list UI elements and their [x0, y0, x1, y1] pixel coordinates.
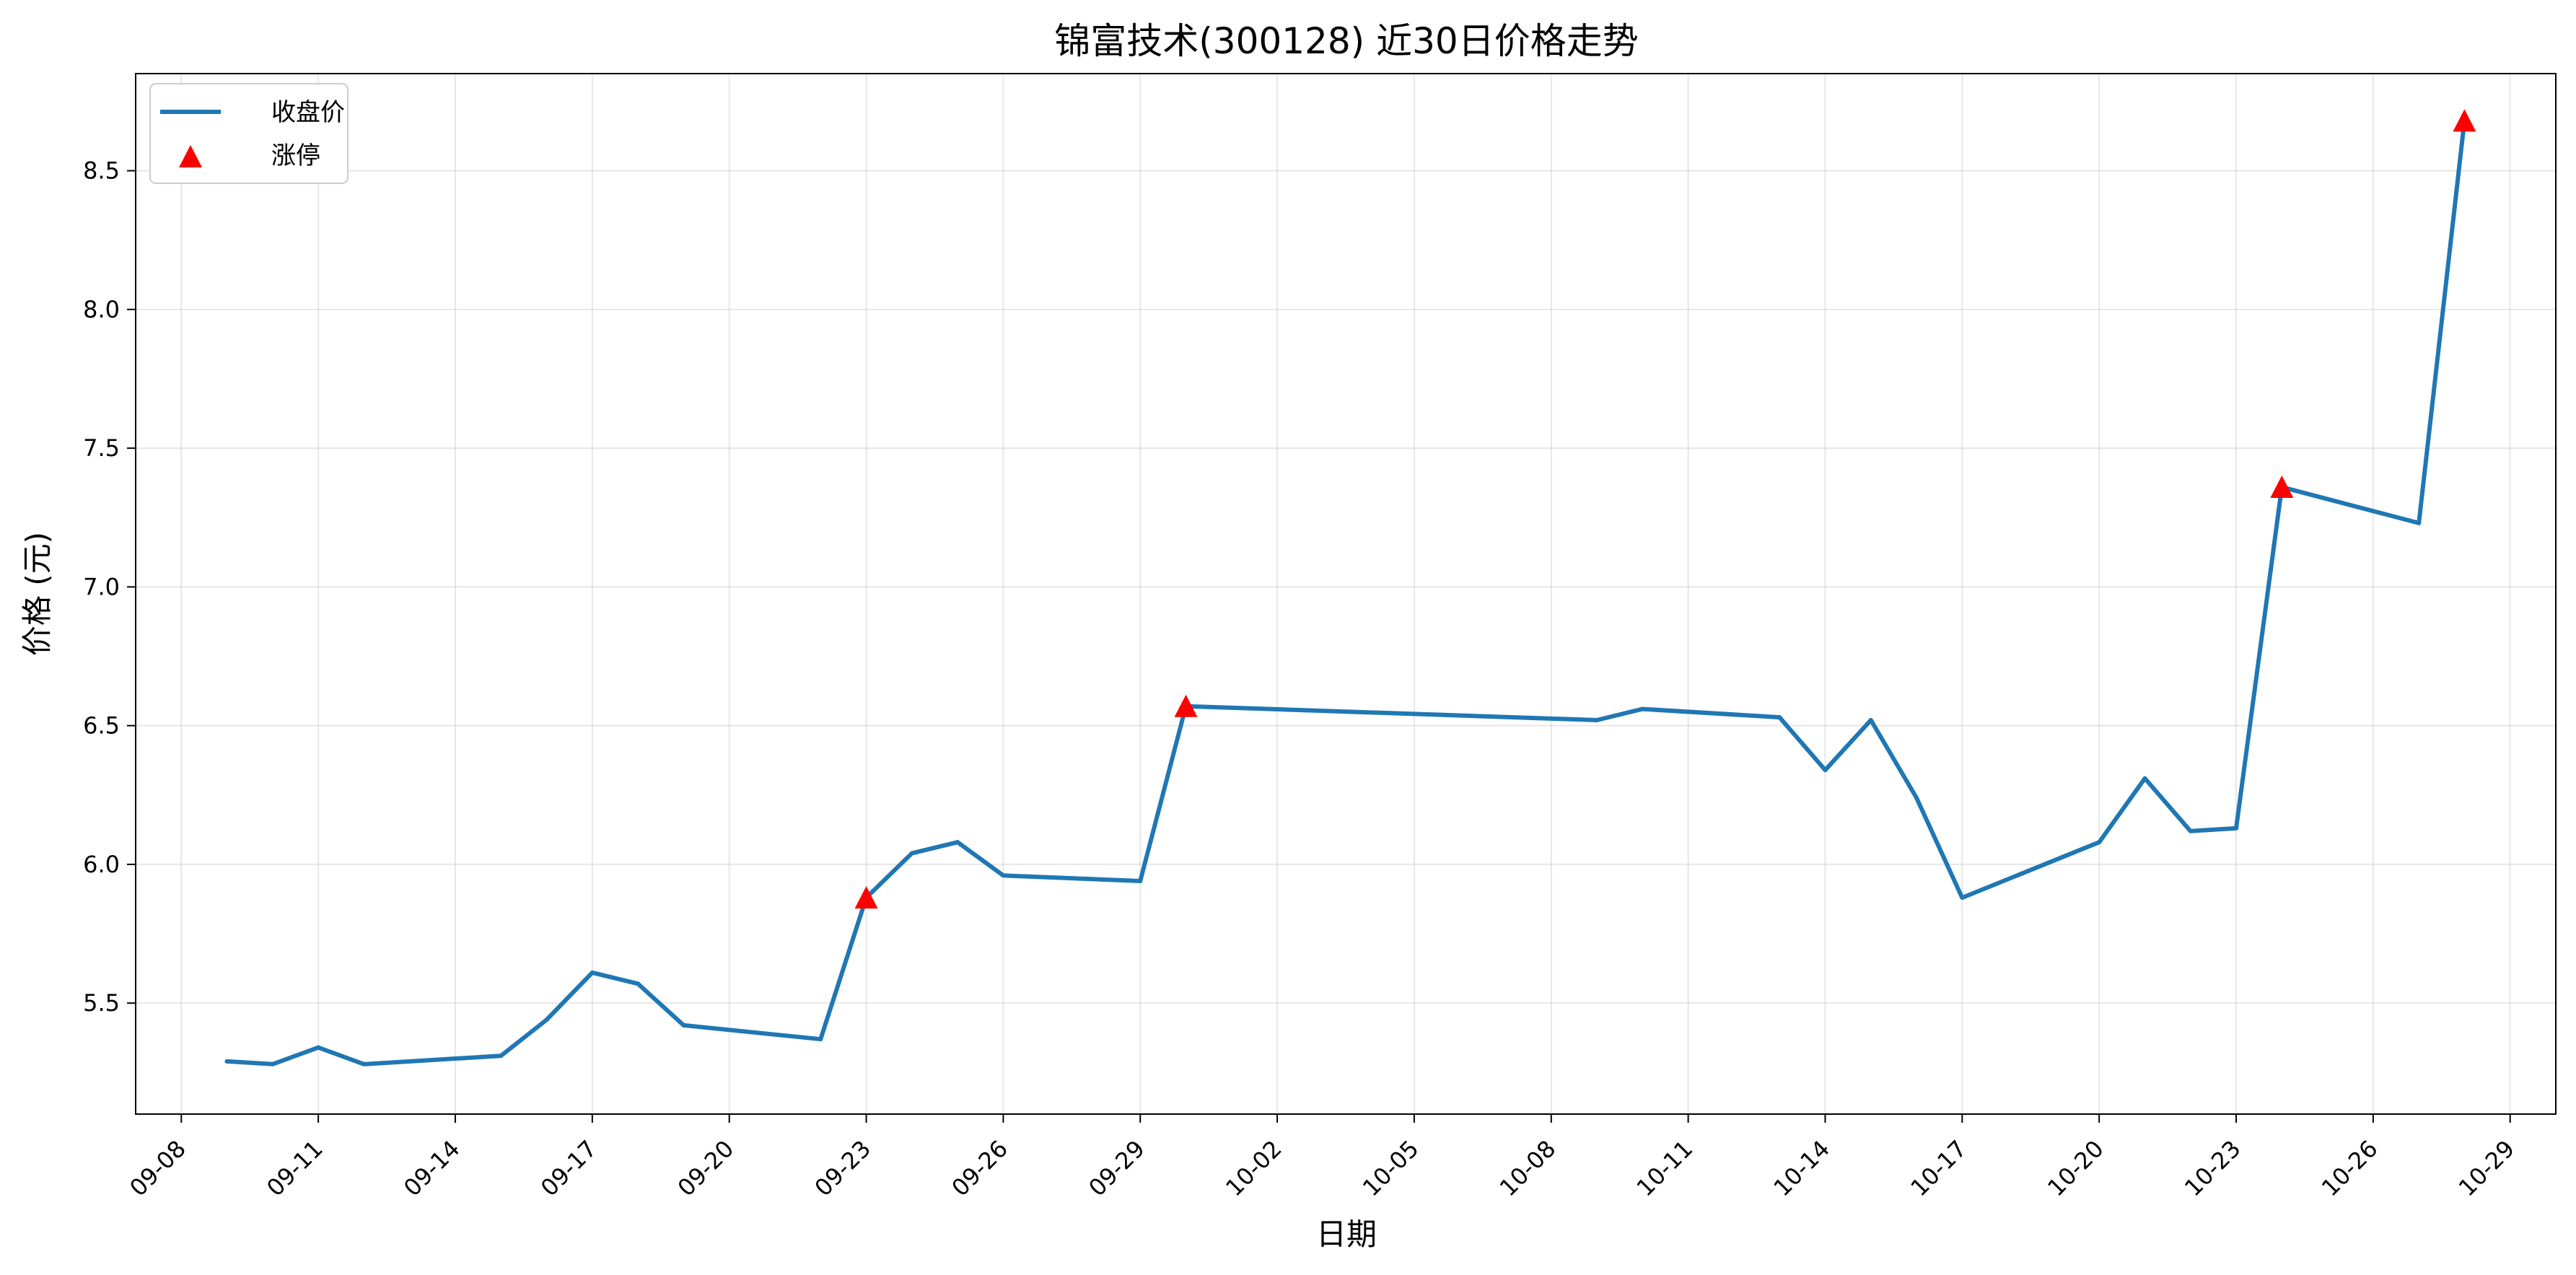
x-tick-label: 09-29 — [1083, 1135, 1150, 1202]
close-price-point — [1001, 873, 1006, 878]
close-price-point — [909, 851, 914, 856]
close-price-point — [955, 840, 960, 845]
close-price-point — [1960, 895, 1965, 901]
legend-triangle-swatch — [179, 145, 202, 167]
x-tick-label: 10-26 — [2316, 1135, 2383, 1202]
x-tick-label: 10-20 — [2042, 1135, 2109, 1202]
close-price-line — [224, 118, 2467, 1066]
grid — [136, 74, 2556, 1114]
x-tick-label: 10-11 — [1631, 1135, 1699, 1202]
y-axis-label: 价格 (元) — [19, 532, 55, 656]
close-price-point — [1914, 795, 1919, 800]
close-price-point — [362, 1061, 367, 1066]
chart-title: 锦富技术(300128) 近30日价格走势 — [1054, 20, 1638, 62]
x-tick-label: 09-23 — [810, 1135, 877, 1202]
y-tick-label: 5.5 — [83, 989, 120, 1017]
y-axis: 5.5 6.0 6.5 7.0 7.5 8.0 8.5 — [83, 157, 136, 1017]
x-tick-label: 09-14 — [398, 1135, 465, 1202]
close-price-point — [316, 1045, 321, 1050]
y-tick-label: 7.0 — [83, 573, 120, 600]
legend-label-close: 收盘价 — [271, 98, 345, 127]
close-price-point — [1595, 717, 1600, 722]
x-tick-label: 09-11 — [261, 1135, 328, 1202]
close-price-point — [2188, 828, 2193, 833]
x-tick-label: 10-08 — [1494, 1135, 1561, 1202]
close-price-point — [544, 1017, 549, 1022]
limit-up-marker — [854, 886, 878, 909]
legend: 收盘价 涨停 — [149, 83, 349, 184]
x-tick-label: 10-23 — [2179, 1135, 2246, 1202]
close-price-point — [1868, 717, 1873, 722]
y-tick-label: 8.5 — [83, 157, 120, 185]
x-tick-label: 09-17 — [535, 1135, 603, 1202]
x-tick-label: 10-29 — [2453, 1135, 2520, 1202]
x-tick-label: 10-05 — [1357, 1135, 1424, 1202]
limit-up-marker — [1174, 694, 1198, 717]
x-axis-label: 日期 — [1316, 1217, 1377, 1252]
close-price-point — [1640, 706, 1645, 711]
series-layer — [224, 109, 2476, 1066]
x-tick-label: 10-17 — [1905, 1135, 1972, 1202]
close-price-point — [270, 1061, 275, 1066]
x-tick-label: 10-14 — [1769, 1135, 1836, 1202]
close-price-point — [590, 970, 595, 975]
x-tick-label: 09-08 — [124, 1135, 191, 1202]
close-price-point — [636, 981, 641, 986]
close-price-point — [2142, 776, 2147, 781]
legend-label-limit-up: 涨停 — [271, 141, 320, 170]
limit-up-marker — [2453, 109, 2476, 132]
legend-frame — [149, 83, 349, 184]
close-price-point — [2097, 840, 2102, 845]
y-tick-label: 8.0 — [83, 296, 120, 323]
close-price-point — [2234, 825, 2239, 831]
limit-up-marker — [2270, 475, 2294, 498]
close-price-point — [1777, 715, 1782, 720]
x-tick-label: 09-26 — [946, 1135, 1013, 1202]
close-price-point — [224, 1059, 229, 1064]
y-tick-label: 6.0 — [83, 851, 120, 878]
y-tick-label: 6.5 — [83, 712, 120, 740]
x-tick-label: 10-02 — [1220, 1135, 1287, 1202]
x-axis: 09-08 09-11 09-14 09-17 09-20 09-23 09-26 09-29… — [124, 1114, 2520, 1201]
close-price-point — [2417, 520, 2422, 525]
close-price-point — [1138, 878, 1143, 883]
close-price-point — [1823, 768, 1828, 773]
y-tick-label: 7.5 — [83, 434, 120, 462]
x-tick-label: 09-20 — [673, 1135, 740, 1202]
close-price-point — [681, 1022, 686, 1028]
plot-area-frame — [135, 73, 2557, 1115]
close-price-point — [818, 1037, 823, 1042]
close-price-point — [499, 1053, 504, 1059]
